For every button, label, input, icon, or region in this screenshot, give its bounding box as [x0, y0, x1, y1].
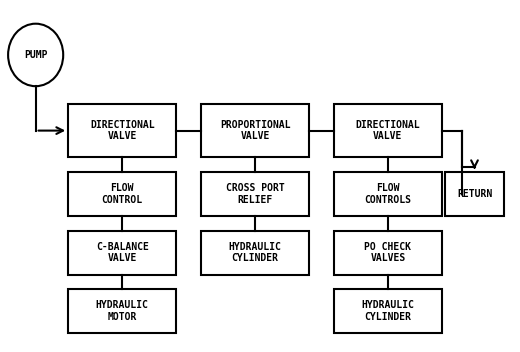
Bar	[68, 104, 176, 157]
Bar	[68, 289, 176, 333]
Text: DIRECTIONAL
VALVE: DIRECTIONAL VALVE	[90, 120, 154, 142]
Text: FLOW
CONTROLS: FLOW CONTROLS	[365, 183, 411, 205]
Bar	[334, 231, 442, 275]
Ellipse shape	[8, 24, 63, 86]
Text: HYDRAULIC
MOTOR: HYDRAULIC MOTOR	[96, 300, 149, 322]
Text: HYDRAULIC
CYLINDER: HYDRAULIC CYLINDER	[229, 242, 281, 263]
Text: PO CHECK
VALVES: PO CHECK VALVES	[365, 242, 411, 263]
Text: PROPORTIONAL
VALVE: PROPORTIONAL VALVE	[220, 120, 290, 142]
Text: HYDRAULIC
CYLINDER: HYDRAULIC CYLINDER	[361, 300, 414, 322]
Bar	[334, 104, 442, 157]
Text: CROSS PORT
RELIEF: CROSS PORT RELIEF	[226, 183, 284, 205]
Bar	[68, 231, 176, 275]
Bar	[201, 172, 309, 216]
Bar	[68, 172, 176, 216]
Text: C-BALANCE
VALVE: C-BALANCE VALVE	[96, 242, 149, 263]
Text: DIRECTIONAL
VALVE: DIRECTIONAL VALVE	[356, 120, 420, 142]
Bar	[201, 231, 309, 275]
Text: PUMP: PUMP	[24, 50, 47, 60]
Bar	[334, 172, 442, 216]
Bar	[334, 289, 442, 333]
Text: RETURN: RETURN	[457, 189, 492, 199]
Bar	[201, 104, 309, 157]
Text: FLOW
CONTROL: FLOW CONTROL	[102, 183, 143, 205]
Bar	[445, 172, 504, 216]
